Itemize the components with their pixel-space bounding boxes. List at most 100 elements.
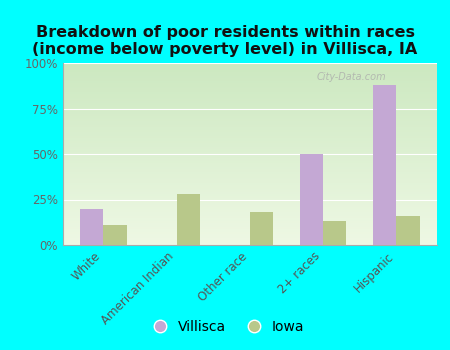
Bar bbox=[63, 76, 436, 78]
Bar bbox=[63, 196, 436, 198]
Bar bbox=[63, 199, 436, 201]
Bar bbox=[63, 139, 436, 141]
Bar bbox=[63, 234, 436, 236]
Bar bbox=[63, 156, 436, 158]
Legend: Villisca, Iowa: Villisca, Iowa bbox=[140, 314, 310, 340]
Bar bbox=[63, 163, 436, 165]
Bar bbox=[63, 230, 436, 232]
Bar bbox=[63, 72, 436, 74]
Bar bbox=[63, 219, 436, 221]
Text: City-Data.com: City-Data.com bbox=[317, 72, 387, 82]
Bar bbox=[63, 127, 436, 128]
Bar bbox=[250, 212, 273, 245]
Bar bbox=[63, 112, 436, 114]
Bar bbox=[63, 108, 436, 110]
Bar bbox=[63, 147, 436, 148]
Bar bbox=[63, 79, 436, 81]
Bar bbox=[63, 192, 436, 194]
Bar bbox=[63, 123, 436, 125]
Bar bbox=[63, 101, 436, 103]
Bar bbox=[63, 134, 436, 136]
Bar bbox=[63, 92, 436, 94]
Bar bbox=[63, 154, 436, 156]
Bar bbox=[63, 189, 436, 190]
Bar bbox=[63, 158, 436, 160]
Bar bbox=[63, 128, 436, 130]
Bar bbox=[63, 221, 436, 223]
Bar bbox=[63, 170, 436, 172]
Bar bbox=[63, 114, 436, 116]
Bar bbox=[63, 229, 436, 230]
Bar bbox=[63, 176, 436, 178]
Bar bbox=[63, 119, 436, 121]
Bar bbox=[63, 172, 436, 174]
Bar bbox=[63, 198, 436, 199]
Bar bbox=[323, 221, 346, 245]
Bar bbox=[63, 205, 436, 207]
Bar bbox=[63, 187, 436, 189]
Bar bbox=[63, 214, 436, 216]
Text: Breakdown of poor residents within races
(income below poverty level) in Villisc: Breakdown of poor residents within races… bbox=[32, 25, 418, 57]
Bar bbox=[63, 201, 436, 203]
Bar bbox=[63, 70, 436, 72]
Bar bbox=[63, 74, 436, 76]
Bar bbox=[63, 212, 436, 214]
Bar bbox=[63, 110, 436, 112]
Bar bbox=[63, 152, 436, 154]
Bar bbox=[63, 185, 436, 187]
Bar bbox=[63, 227, 436, 229]
Bar bbox=[104, 225, 127, 245]
Bar bbox=[63, 96, 436, 98]
Bar bbox=[63, 180, 436, 181]
Bar bbox=[63, 63, 436, 65]
Bar bbox=[63, 121, 436, 123]
Bar bbox=[63, 107, 436, 108]
Bar bbox=[63, 89, 436, 90]
Bar bbox=[63, 207, 436, 209]
Bar bbox=[63, 87, 436, 89]
Bar bbox=[63, 165, 436, 167]
Bar bbox=[396, 216, 419, 245]
Bar bbox=[63, 85, 436, 87]
Bar bbox=[63, 210, 436, 212]
Bar bbox=[63, 103, 436, 105]
Bar bbox=[63, 183, 436, 185]
Bar bbox=[63, 161, 436, 163]
Bar bbox=[63, 99, 436, 101]
Bar bbox=[63, 141, 436, 143]
Bar bbox=[63, 90, 436, 92]
Bar bbox=[63, 69, 436, 70]
Bar bbox=[373, 85, 396, 245]
Bar bbox=[63, 238, 436, 239]
Bar bbox=[63, 232, 436, 234]
Bar bbox=[63, 116, 436, 118]
Bar bbox=[63, 143, 436, 145]
Bar bbox=[63, 203, 436, 205]
Bar bbox=[63, 181, 436, 183]
Bar bbox=[63, 225, 436, 227]
Bar bbox=[63, 148, 436, 150]
Bar bbox=[176, 194, 200, 245]
Bar bbox=[63, 78, 436, 79]
Bar bbox=[63, 125, 436, 127]
Bar bbox=[63, 174, 436, 176]
Bar bbox=[63, 81, 436, 83]
Bar bbox=[63, 169, 436, 170]
Bar bbox=[63, 241, 436, 243]
Bar bbox=[63, 136, 436, 138]
Bar bbox=[63, 138, 436, 139]
Bar bbox=[63, 150, 436, 152]
Bar bbox=[63, 194, 436, 196]
Bar bbox=[63, 239, 436, 241]
Bar bbox=[63, 160, 436, 161]
Bar bbox=[80, 209, 104, 245]
Bar bbox=[63, 243, 436, 245]
Bar bbox=[63, 167, 436, 169]
Bar bbox=[63, 98, 436, 99]
Bar bbox=[300, 154, 323, 245]
Bar bbox=[63, 223, 436, 225]
Bar bbox=[63, 118, 436, 119]
Bar bbox=[63, 236, 436, 238]
Bar bbox=[63, 190, 436, 192]
Bar bbox=[63, 132, 436, 134]
